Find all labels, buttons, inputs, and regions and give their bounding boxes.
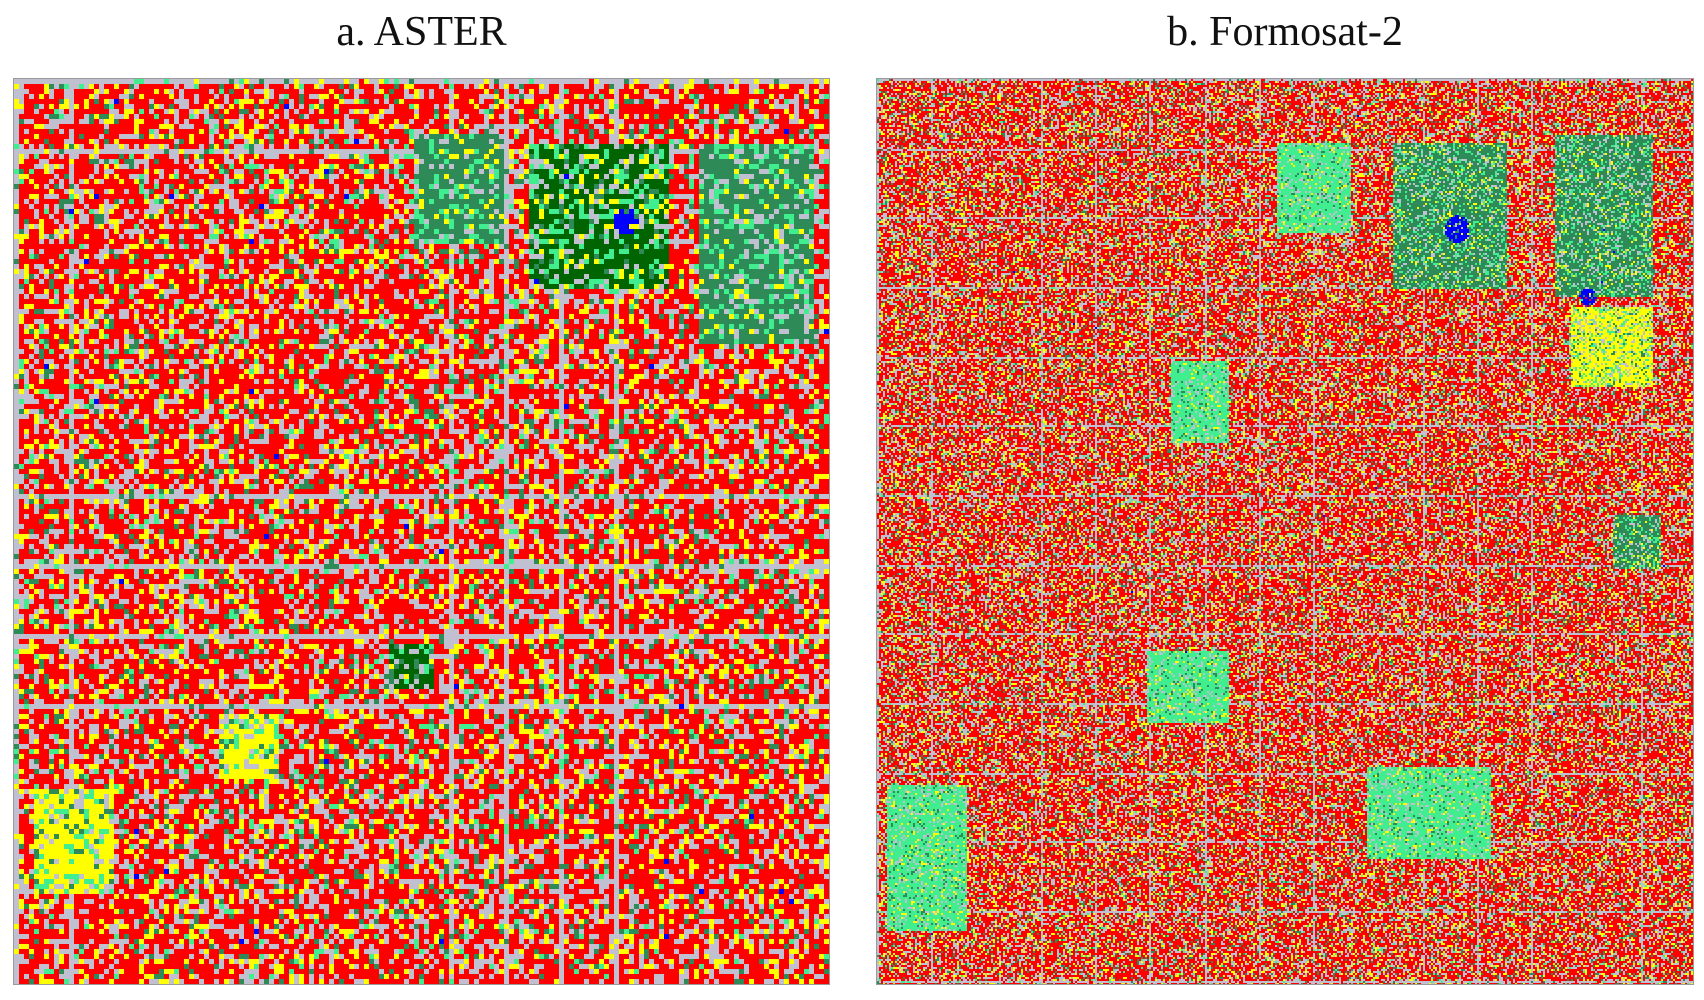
classification-map-aster bbox=[13, 78, 830, 985]
panel-aster: a. ASTER bbox=[13, 0, 830, 985]
panel-caption-aster: a. ASTER bbox=[336, 9, 507, 55]
panel-formosat2: b. Formosat-2 bbox=[876, 0, 1694, 985]
panel-caption-formosat2: b. Formosat-2 bbox=[1167, 9, 1403, 55]
classification-map-formosat2 bbox=[876, 78, 1694, 985]
